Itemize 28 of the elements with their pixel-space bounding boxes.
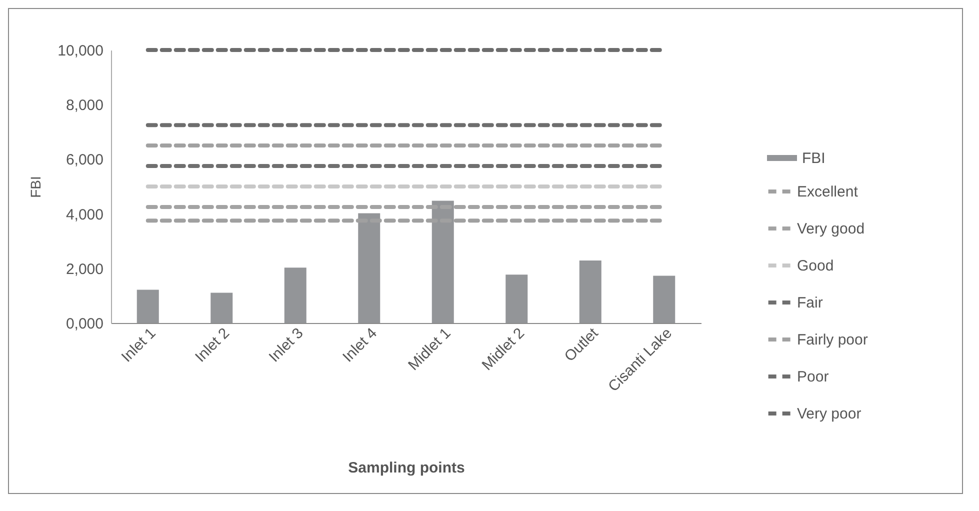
legend-label: Poor <box>797 368 829 386</box>
legend-label: Excellent <box>797 184 859 200</box>
bar <box>432 200 454 323</box>
y-tick-label: 0,000 <box>66 316 104 332</box>
x-tick-label: Inlet 1 <box>118 324 160 366</box>
legend-label: Very poor <box>797 406 862 422</box>
x-tick-label: Inlet 4 <box>340 324 380 366</box>
bar <box>579 260 602 323</box>
y-tick-label: 8,000 <box>66 97 104 114</box>
bar <box>284 268 306 323</box>
legend-label: FBI <box>802 150 826 167</box>
legend-label: Fair <box>797 294 823 312</box>
y-tick-label: 10,000 <box>58 42 104 60</box>
y-tick-label: 6,000 <box>66 152 104 169</box>
legend-label: Good <box>797 258 834 274</box>
y-axis-title: FBI <box>28 176 44 198</box>
bar <box>506 274 528 323</box>
bar <box>210 292 233 323</box>
y-tick-label: 4,000 <box>66 206 104 224</box>
x-tick-label: Inlet 3 <box>266 324 307 366</box>
bar <box>358 213 380 323</box>
bar <box>653 276 676 323</box>
x-axis-title: Sampling points <box>348 459 465 476</box>
y-tick-label: 2,000 <box>66 260 104 278</box>
bar <box>136 290 159 323</box>
legend-label: Very good <box>797 220 865 238</box>
legend-label: Fairly poor <box>797 332 868 348</box>
x-tick-label: Inlet 2 <box>192 324 233 366</box>
